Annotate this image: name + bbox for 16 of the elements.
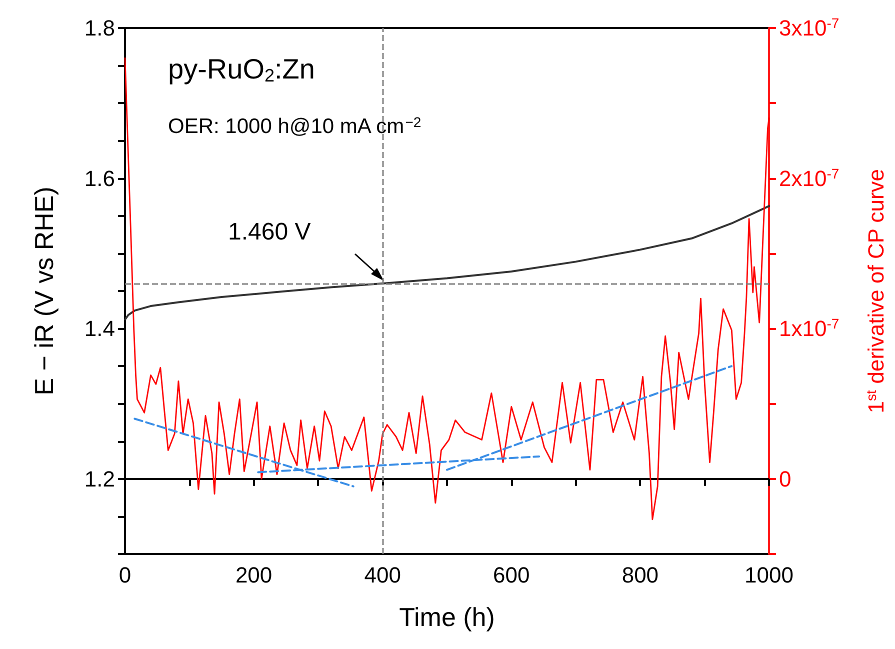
x-tick-label: 1000: [744, 562, 794, 588]
x-tick-label: 400: [364, 562, 401, 588]
y-tick-label: 1.8: [84, 16, 115, 40]
annotation: 1.460 V: [228, 218, 311, 246]
x-tick-label: 800: [622, 562, 659, 588]
y2-tick-label: 0: [779, 466, 792, 492]
y2-axis-title: 1st derivative of CP curve: [863, 168, 888, 414]
line-series: [124, 205, 770, 321]
y-tick-label: 1.6: [84, 166, 115, 191]
x-axis-title: Time (h): [399, 602, 495, 632]
x-tick-label: 600: [493, 562, 530, 588]
y-tick-label: 1.2: [84, 466, 115, 492]
y-axis-title: E − iR (V vs RHE): [29, 186, 59, 396]
x-tick-label: 200: [235, 562, 272, 588]
x-tick-label: 0: [118, 562, 132, 588]
y-tick-label: 1.4: [84, 316, 115, 342]
